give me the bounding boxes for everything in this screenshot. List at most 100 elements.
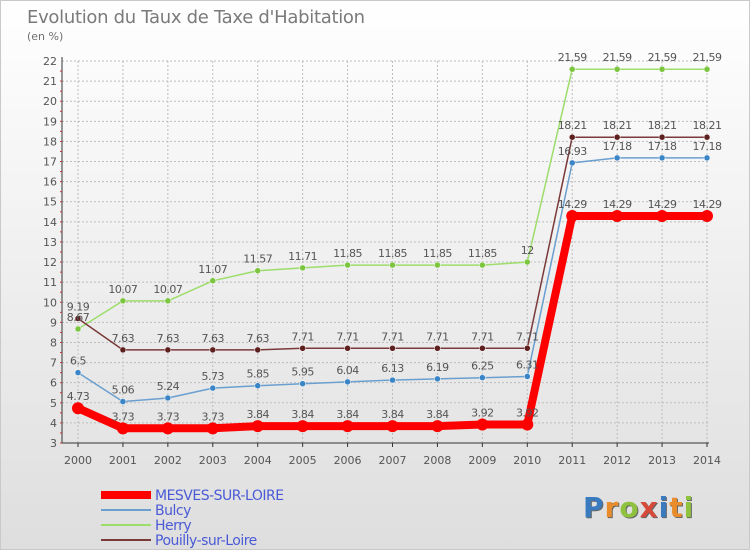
proxiti-logo: Proxiti: [583, 491, 694, 524]
y-tick-label: 11: [43, 276, 57, 289]
data-label: 14.29: [648, 198, 677, 211]
data-point: [299, 345, 306, 352]
data-label: 6.25: [471, 360, 494, 373]
data-label: 3.73: [157, 410, 180, 423]
x-tick-label: 2002: [154, 454, 182, 467]
data-label: 11.85: [378, 247, 407, 260]
data-point: [434, 375, 441, 383]
data-label: 5.73: [202, 370, 225, 383]
data-point: [254, 267, 261, 274]
data-label: 3.84: [246, 408, 269, 421]
y-tick-label: 9: [50, 316, 57, 329]
x-tick-label: 2000: [64, 454, 92, 467]
data-label: 7.71: [381, 330, 404, 343]
logo-letter: x: [639, 491, 659, 524]
data-label: 3.92: [471, 407, 494, 420]
y-tick-label: 8: [50, 336, 57, 349]
data-label: 7.71: [516, 330, 539, 343]
logo-letter: i: [658, 491, 670, 524]
data-label: 21.59: [558, 51, 587, 64]
data-point: [613, 133, 621, 141]
chart-title: Evolution du Taux de Taxe d'Habitation: [27, 7, 365, 28]
data-point: [568, 65, 576, 73]
data-point: [521, 418, 534, 431]
x-tick-label: 2007: [379, 454, 407, 467]
x-tick-label: 2009: [468, 454, 496, 467]
data-point: [206, 422, 219, 435]
data-label: 8.67: [67, 311, 90, 324]
x-tick-label: 2008: [423, 454, 451, 467]
legend-label: MESVES-SUR-LOIRE: [155, 488, 284, 504]
data-point: [476, 418, 489, 431]
data-label: 14.29: [693, 198, 722, 211]
y-tick-label: 20: [43, 95, 57, 108]
data-label: 10.07: [153, 283, 182, 296]
data-point: [299, 264, 306, 272]
logo-letter: P: [583, 491, 605, 524]
data-point: [209, 346, 217, 354]
data-label: 12: [521, 244, 534, 257]
x-tick-label: 2003: [199, 454, 227, 467]
data-point: [119, 398, 127, 405]
data-label: 5.85: [246, 368, 269, 381]
data-point: [524, 373, 531, 380]
data-point: [344, 345, 351, 352]
data-label: 11.85: [423, 247, 452, 260]
data-point: [251, 420, 264, 433]
data-point: [254, 382, 261, 389]
x-tick-label: 2014: [693, 454, 721, 467]
data-label: 5.06: [112, 384, 135, 397]
data-point: [479, 374, 486, 381]
data-label: 11.71: [288, 250, 317, 263]
data-point: [613, 154, 621, 162]
data-label: 3.92: [516, 407, 539, 420]
data-point: [524, 258, 531, 266]
data-point: [389, 376, 396, 384]
data-point: [479, 345, 486, 352]
data-label: 3.84: [291, 408, 314, 421]
y-tick-label: 12: [43, 256, 57, 269]
data-point: [431, 420, 444, 433]
data-point: [703, 154, 711, 162]
data-label: 10.07: [108, 283, 137, 296]
y-tick-label: 18: [43, 135, 57, 148]
data-point: [568, 133, 576, 141]
data-label: 3.73: [202, 410, 225, 423]
data-point: [209, 384, 217, 392]
y-tick-label: 15: [43, 196, 57, 209]
y-tick-label: 19: [43, 115, 57, 128]
data-label: 17.18: [603, 140, 632, 153]
data-label: 7.71: [426, 330, 449, 343]
y-tick-label: 7: [50, 357, 57, 370]
logo-letter: r: [604, 491, 620, 524]
data-label: 21.59: [648, 51, 677, 64]
y-tick-label: 6: [50, 377, 57, 390]
data-label: 18.21: [693, 119, 722, 132]
data-point: [703, 65, 711, 73]
data-point: [658, 133, 666, 141]
data-label: 9.19: [67, 301, 90, 314]
x-tick-label: 2004: [244, 454, 272, 467]
y-tick-label: 10: [43, 296, 57, 309]
data-point: [344, 261, 351, 269]
data-point: [164, 394, 172, 402]
logo-letter: t: [669, 491, 684, 524]
data-point: [434, 261, 441, 269]
x-tick-label: 2010: [513, 454, 541, 467]
data-point: [164, 297, 172, 305]
y-tick-label: 21: [43, 75, 57, 88]
data-label: 6.04: [336, 364, 359, 377]
x-tick-label: 2006: [334, 454, 362, 467]
data-point: [703, 133, 711, 141]
x-tick-label: 2012: [603, 454, 631, 467]
y-tick-label: 22: [43, 55, 57, 68]
data-label: 11.07: [198, 263, 227, 276]
data-label: 3.84: [426, 408, 449, 421]
data-point: [161, 422, 174, 435]
data-label: 6.5: [70, 355, 86, 368]
data-point: [524, 345, 531, 352]
data-label: 11.85: [468, 247, 497, 260]
legend-label: Pouilly-sur-Loire: [155, 533, 257, 549]
